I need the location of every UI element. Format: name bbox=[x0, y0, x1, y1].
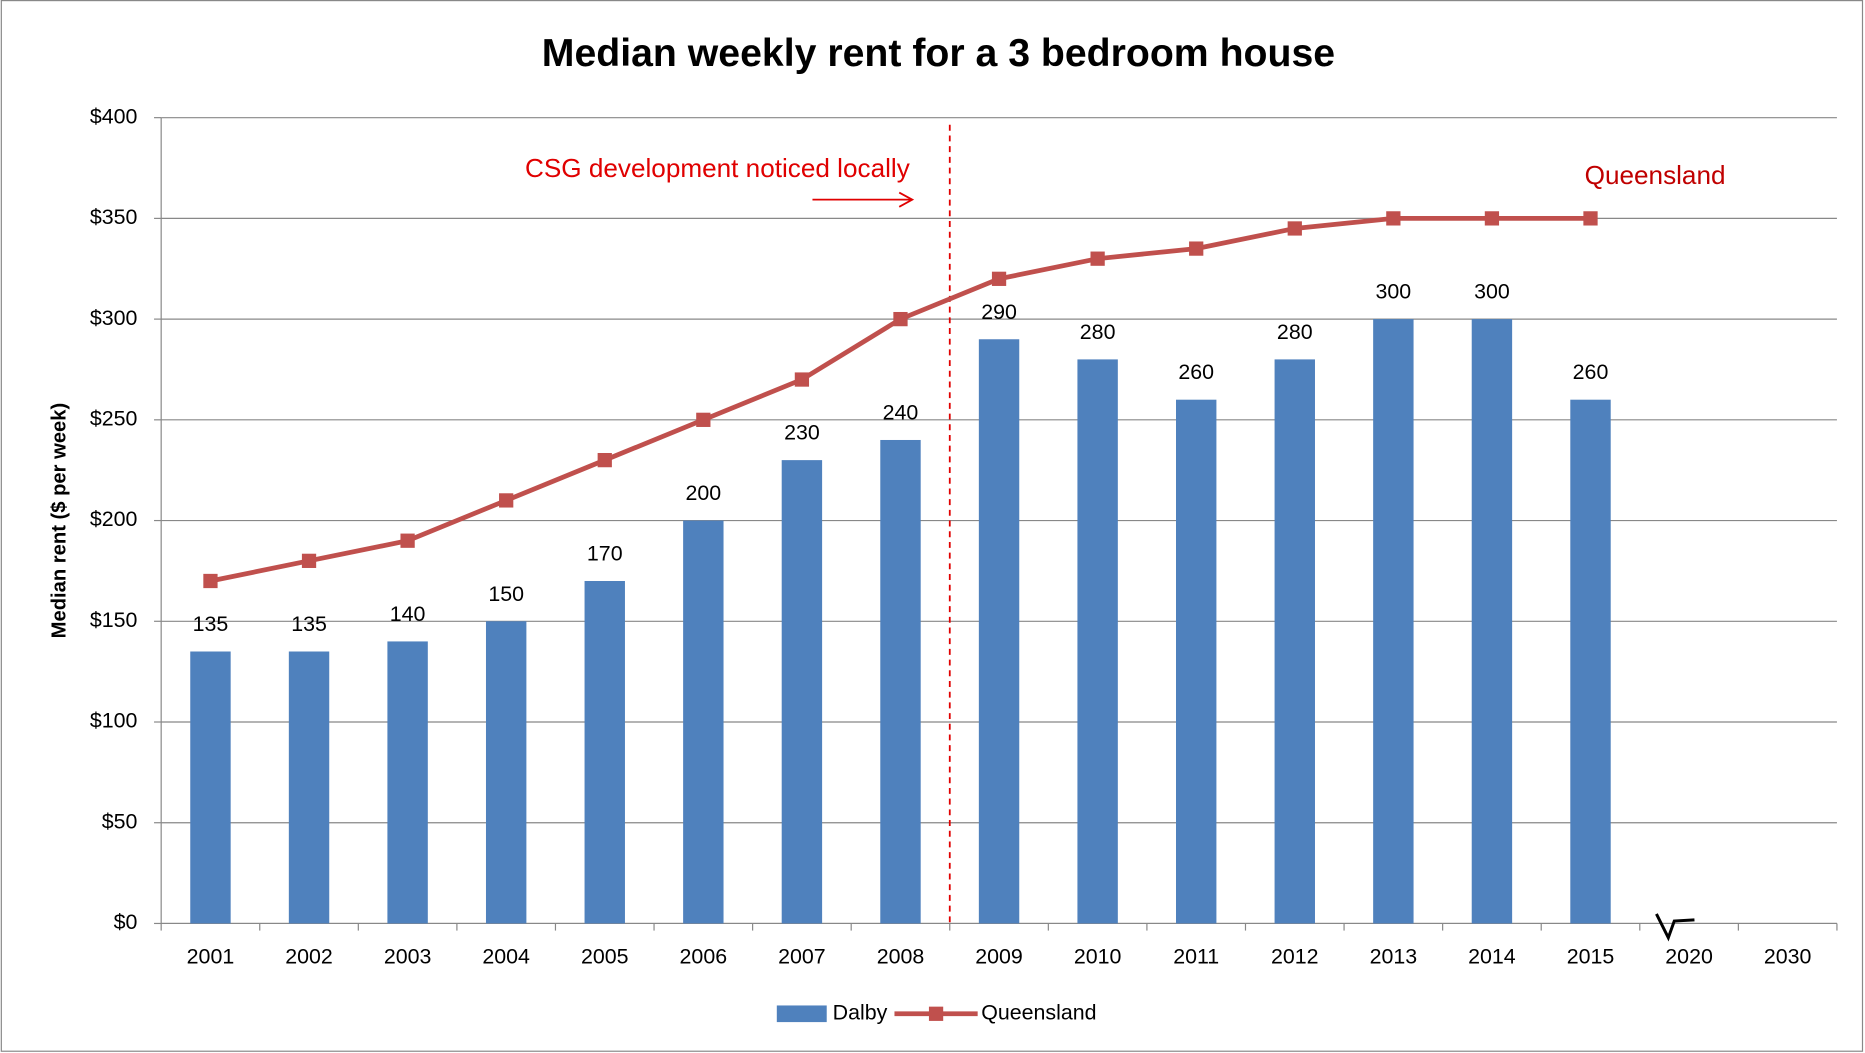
data-label: 135 bbox=[291, 612, 327, 636]
line-marker bbox=[400, 533, 415, 548]
x-tick-label: 2010 bbox=[1074, 945, 1122, 969]
y-tick-label: $350 bbox=[90, 205, 138, 229]
data-label: 150 bbox=[488, 582, 524, 606]
legend-label: Queensland bbox=[981, 1000, 1096, 1024]
x-tick-label: 2001 bbox=[187, 945, 235, 969]
y-axis-label: Median rent ($ per week) bbox=[48, 403, 70, 639]
data-label: 170 bbox=[587, 542, 623, 566]
line-marker bbox=[1386, 211, 1401, 226]
x-tick-label: 2007 bbox=[778, 945, 826, 969]
legend-label: Dalby bbox=[833, 1000, 888, 1024]
line-marker bbox=[301, 553, 317, 568]
line-marker bbox=[893, 311, 908, 327]
line-marker bbox=[499, 493, 514, 508]
bar bbox=[1077, 359, 1118, 924]
bar bbox=[1373, 319, 1414, 924]
data-label: 140 bbox=[390, 602, 426, 626]
x-tick-label: 2012 bbox=[1271, 945, 1319, 969]
bar bbox=[1471, 319, 1513, 924]
bar bbox=[288, 651, 330, 924]
y-tick-label: $0 bbox=[114, 910, 138, 934]
bar bbox=[781, 460, 823, 924]
y-tick-label: $250 bbox=[90, 406, 138, 430]
bar bbox=[1274, 359, 1315, 924]
data-label: 200 bbox=[685, 481, 721, 505]
y-tick-label: $100 bbox=[90, 709, 138, 733]
x-tick-label: 2020 bbox=[1665, 945, 1713, 969]
x-tick-label: 2014 bbox=[1468, 945, 1516, 969]
data-label: 300 bbox=[1376, 280, 1412, 304]
line-marker bbox=[794, 372, 810, 387]
x-tick-label: 2008 bbox=[877, 945, 925, 969]
chart-title: Median weekly rent for a 3 bedroom house bbox=[542, 31, 1335, 75]
annotation: CSG development noticed locally bbox=[525, 153, 911, 183]
data-label: 280 bbox=[1080, 320, 1116, 344]
x-tick-label: 2003 bbox=[384, 945, 432, 969]
legend-swatch bbox=[776, 1005, 827, 1023]
data-label: 230 bbox=[784, 421, 820, 445]
bar bbox=[1570, 399, 1611, 924]
data-label: 260 bbox=[1178, 360, 1214, 384]
data-label: 280 bbox=[1277, 320, 1313, 344]
bar bbox=[190, 651, 231, 924]
data-label: 290 bbox=[981, 300, 1017, 324]
x-tick-label: 2009 bbox=[975, 945, 1023, 969]
line-marker bbox=[991, 271, 1007, 286]
data-label: 240 bbox=[883, 400, 919, 424]
y-tick-label: $200 bbox=[90, 507, 138, 531]
x-tick-label: 2004 bbox=[482, 945, 530, 969]
bar bbox=[584, 580, 625, 924]
bar bbox=[1176, 399, 1217, 924]
x-tick-label: 2015 bbox=[1567, 945, 1615, 969]
x-tick-label: 2030 bbox=[1764, 945, 1812, 969]
bar bbox=[683, 520, 724, 924]
line-marker bbox=[1287, 221, 1302, 236]
y-tick-label: $300 bbox=[90, 306, 138, 330]
annotation-arrowhead bbox=[898, 191, 915, 208]
x-tick-label: 2005 bbox=[581, 945, 629, 969]
axis-break bbox=[1655, 913, 1695, 942]
data-label: 300 bbox=[1474, 280, 1510, 304]
line-marker bbox=[1583, 211, 1598, 226]
x-tick-label: 2013 bbox=[1370, 945, 1418, 969]
line-marker bbox=[1090, 251, 1105, 266]
legend-marker bbox=[928, 1006, 944, 1021]
y-tick-label: $400 bbox=[90, 104, 138, 128]
y-tick-label: $50 bbox=[102, 809, 138, 833]
x-tick-label: 2002 bbox=[285, 945, 333, 969]
line-marker bbox=[597, 452, 612, 468]
x-tick-label: 2006 bbox=[680, 945, 728, 969]
x-tick-label: 2011 bbox=[1173, 945, 1219, 969]
bar bbox=[387, 641, 428, 924]
line-marker bbox=[696, 412, 711, 427]
line-marker bbox=[1189, 241, 1204, 256]
line-marker bbox=[1484, 211, 1500, 226]
data-label: 135 bbox=[193, 612, 229, 636]
data-label: 260 bbox=[1573, 360, 1609, 384]
series-annotation: Queensland bbox=[1585, 160, 1726, 190]
y-tick-label: $150 bbox=[90, 608, 138, 632]
bar bbox=[485, 621, 527, 924]
line-marker bbox=[203, 573, 218, 589]
bar bbox=[978, 339, 1020, 924]
bar bbox=[880, 439, 921, 924]
